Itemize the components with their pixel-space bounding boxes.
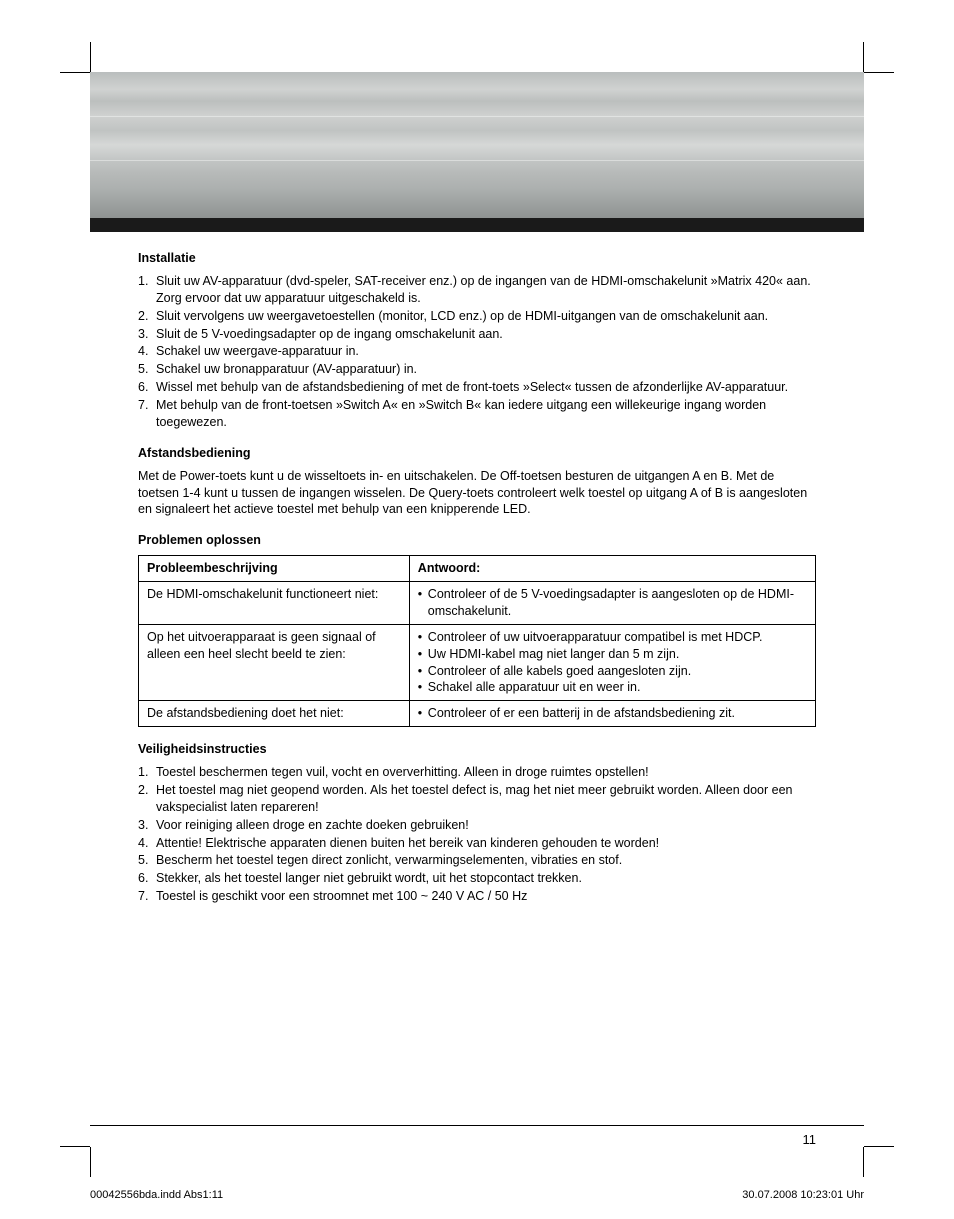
- remote-body: Met de Power-toets kunt u de wisseltoets…: [138, 468, 816, 519]
- answer-item: Controleer of alle kabels goed aangeslot…: [418, 663, 807, 680]
- list-item: Voor reiniging alleen droge en zachte do…: [138, 817, 816, 834]
- answer-item: Uw HDMI-kabel mag niet langer dan 5 m zi…: [418, 646, 807, 663]
- table-cell: Op het uitvoerapparaat is geen signaal o…: [139, 624, 410, 701]
- print-timestamp: 30.07.2008 10:23:01 Uhr: [742, 1189, 864, 1201]
- list-item: Attentie! Elektrische apparaten dienen b…: [138, 835, 816, 852]
- safety-list: Toestel beschermen tegen vuil, vocht en …: [138, 764, 816, 905]
- list-item: Sluit vervolgens uw weergavetoestellen (…: [138, 308, 816, 325]
- list-item: Stekker, als het toestel langer niet geb…: [138, 870, 816, 887]
- crop-mark: [863, 42, 864, 72]
- print-metadata: 00042556bda.indd Abs1:11 30.07.2008 10:2…: [90, 1189, 864, 1201]
- list-item: Wissel met behulp van de afstandsbedieni…: [138, 379, 816, 396]
- table-header: Antwoord:: [409, 556, 815, 582]
- crop-mark: [863, 1147, 864, 1177]
- table-cell: De HDMI-omschakelunit functioneert niet:: [139, 582, 410, 625]
- table-row: De HDMI-omschakelunit functioneert niet:…: [139, 582, 816, 625]
- crop-mark: [864, 72, 894, 73]
- list-item: Schakel uw bronapparatuur (AV-apparatuur…: [138, 361, 816, 378]
- page-footer: 11: [90, 1125, 864, 1147]
- table-cell: De afstandsbediening doet het niet:: [139, 701, 410, 727]
- header-banner: [90, 72, 864, 232]
- print-filename: 00042556bda.indd Abs1:11: [90, 1189, 223, 1201]
- crop-mark: [60, 1146, 90, 1147]
- table-cell: Controleer of er een batterij in de afst…: [409, 701, 815, 727]
- list-item: Sluit uw AV-apparatuur (dvd-speler, SAT-…: [138, 273, 816, 307]
- crop-mark: [60, 72, 90, 73]
- list-item: Het toestel mag niet geopend worden. Als…: [138, 782, 816, 816]
- troubleshoot-heading: Problemen oplossen: [138, 532, 816, 549]
- page-number: 11: [803, 1132, 817, 1147]
- install-list: Sluit uw AV-apparatuur (dvd-speler, SAT-…: [138, 273, 816, 431]
- crop-mark: [90, 1147, 91, 1177]
- crop-mark: [90, 42, 91, 72]
- troubleshoot-table: Probleembeschrijving Antwoord: De HDMI-o…: [138, 555, 816, 727]
- list-item: Bescherm het toestel tegen direct zonlic…: [138, 852, 816, 869]
- page: Installatie Sluit uw AV-apparatuur (dvd-…: [90, 72, 864, 1147]
- install-heading: Installatie: [138, 250, 816, 267]
- remote-heading: Afstandsbediening: [138, 445, 816, 462]
- list-item: Toestel beschermen tegen vuil, vocht en …: [138, 764, 816, 781]
- list-item: Schakel uw weergave-apparatuur in.: [138, 343, 816, 360]
- list-item: Toestel is geschikt voor een stroomnet m…: [138, 888, 816, 905]
- table-header: Probleembeschrijving: [139, 556, 410, 582]
- answer-item: Controleer of er een batterij in de afst…: [418, 705, 807, 722]
- answer-item: Controleer of de 5 V-voedingsadapter is …: [418, 586, 807, 620]
- table-cell: Controleer of de 5 V-voedingsadapter is …: [409, 582, 815, 625]
- answer-item: Schakel alle apparatuur uit en weer in.: [418, 679, 807, 696]
- content-area: Installatie Sluit uw AV-apparatuur (dvd-…: [90, 232, 864, 1125]
- list-item: Met behulp van de front-toetsen »Switch …: [138, 397, 816, 431]
- list-item: Sluit de 5 V-voedingsadapter op de ingan…: [138, 326, 816, 343]
- crop-mark: [864, 1146, 894, 1147]
- table-row: De afstandsbediening doet het niet: Cont…: [139, 701, 816, 727]
- table-cell: Controleer of uw uitvoerapparatuur compa…: [409, 624, 815, 701]
- table-row: Op het uitvoerapparaat is geen signaal o…: [139, 624, 816, 701]
- safety-heading: Veiligheidsinstructies: [138, 741, 816, 758]
- answer-item: Controleer of uw uitvoerapparatuur compa…: [418, 629, 807, 646]
